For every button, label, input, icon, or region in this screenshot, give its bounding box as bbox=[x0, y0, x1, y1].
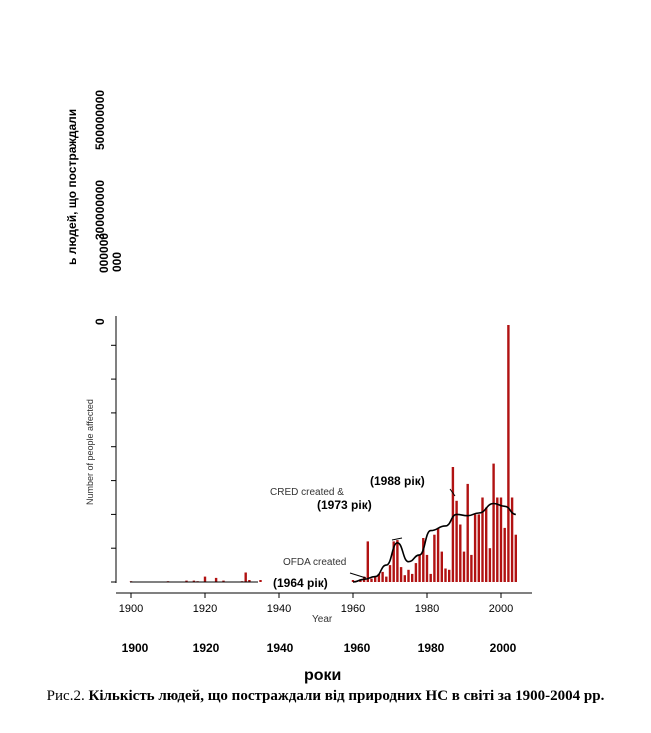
trend-line bbox=[352, 502, 516, 583]
bar bbox=[370, 578, 373, 582]
x-tick-label: 2000 bbox=[489, 603, 513, 615]
bar bbox=[396, 540, 399, 582]
bar bbox=[248, 580, 251, 582]
ua-y-axis-label: ь людей, що постраждали bbox=[65, 109, 79, 265]
overlay-panel bbox=[262, 316, 348, 612]
overlay-year-label: 1940 bbox=[267, 641, 294, 655]
ua-y-tick-label: 0 bbox=[93, 318, 107, 325]
annotation-1973: (1973 рік) bbox=[317, 498, 372, 512]
annotation-ofda: OFDA created bbox=[283, 557, 346, 568]
bar bbox=[448, 569, 451, 582]
bar bbox=[470, 554, 473, 582]
x-tick-label: 1980 bbox=[415, 603, 439, 615]
bar bbox=[259, 580, 262, 582]
bar bbox=[459, 524, 462, 582]
overlay-year-label: 1980 bbox=[418, 641, 445, 655]
bar bbox=[214, 577, 218, 582]
annotation-arrow-1964 bbox=[349, 572, 367, 579]
overlay-year-label: 1900 bbox=[122, 641, 149, 655]
figure-caption: Рис.2. Кількість людей, що постраждали в… bbox=[10, 686, 641, 706]
bar bbox=[351, 580, 355, 582]
bar bbox=[436, 527, 440, 582]
bar bbox=[429, 573, 432, 582]
ua-y-tick-label: 000 bbox=[110, 252, 124, 272]
overlay-year-label: 1960 bbox=[344, 641, 371, 655]
bar bbox=[222, 580, 225, 582]
overlay-year-label: 2000 bbox=[490, 641, 517, 655]
annotation-arrow-1988 bbox=[449, 488, 456, 497]
bar bbox=[444, 568, 447, 582]
overlay-year-label: 1920 bbox=[193, 641, 220, 655]
bar bbox=[492, 463, 495, 582]
bar bbox=[185, 580, 188, 582]
caption-prefix: Рис.2. bbox=[46, 688, 85, 704]
ua-y-tick-label: 500000000 bbox=[93, 90, 107, 150]
bar bbox=[192, 580, 196, 582]
annotation-1964: (1964 рік) bbox=[273, 576, 328, 590]
annotation-1988: (1988 рік) bbox=[370, 474, 425, 488]
x-tick-label: 1960 bbox=[341, 603, 365, 615]
bar bbox=[374, 576, 377, 582]
bar bbox=[433, 534, 436, 582]
bar bbox=[510, 497, 514, 582]
bar bbox=[440, 551, 443, 582]
bar bbox=[455, 500, 458, 582]
bar bbox=[388, 565, 392, 582]
bar bbox=[418, 554, 421, 582]
bar bbox=[203, 576, 207, 582]
caption-text: Кількість людей, що постраждали від прир… bbox=[88, 688, 605, 704]
x-axis-label: Year bbox=[312, 614, 333, 625]
bar bbox=[411, 573, 414, 582]
bar bbox=[488, 548, 492, 582]
bar bbox=[473, 514, 477, 582]
x-tick-label: 1940 bbox=[267, 603, 291, 615]
bar bbox=[381, 571, 384, 582]
bar bbox=[407, 569, 410, 582]
bar bbox=[392, 541, 395, 582]
bar bbox=[366, 541, 369, 582]
bar bbox=[451, 467, 455, 582]
ua-y-tick-label: 300000000 bbox=[93, 180, 107, 240]
ua-x-axis-label: роки bbox=[304, 667, 341, 684]
bar bbox=[399, 567, 403, 582]
bar bbox=[462, 551, 466, 582]
x-tick-label: 1900 bbox=[119, 603, 143, 615]
bar bbox=[414, 563, 418, 582]
bar bbox=[244, 572, 247, 582]
bar bbox=[514, 534, 517, 582]
bar bbox=[503, 527, 506, 582]
bar bbox=[507, 325, 510, 582]
bar bbox=[422, 538, 425, 582]
y-ticks bbox=[111, 344, 116, 583]
bar bbox=[466, 483, 469, 582]
x-tick-label: 1920 bbox=[193, 603, 217, 615]
bars bbox=[129, 325, 517, 582]
y-axis-label: Number of people affected bbox=[85, 399, 95, 505]
x-ticks: 1900 1920 1940 1960 1980 2000 bbox=[119, 593, 513, 615]
bar bbox=[403, 575, 406, 582]
bar bbox=[385, 576, 388, 582]
bar bbox=[485, 507, 488, 582]
x-ticks-overlay: 1900 1920 1940 1960 1980 2000 bbox=[122, 641, 517, 655]
bar bbox=[481, 497, 484, 582]
bar bbox=[499, 497, 503, 582]
annotation-arrow-1973 bbox=[391, 537, 403, 541]
ua-y-tick-label: 000000 bbox=[97, 233, 111, 273]
bar bbox=[496, 497, 499, 582]
annotation-cred: CRED created & bbox=[270, 487, 344, 498]
bar bbox=[425, 554, 429, 582]
bar bbox=[477, 514, 480, 582]
bar bbox=[377, 573, 381, 582]
